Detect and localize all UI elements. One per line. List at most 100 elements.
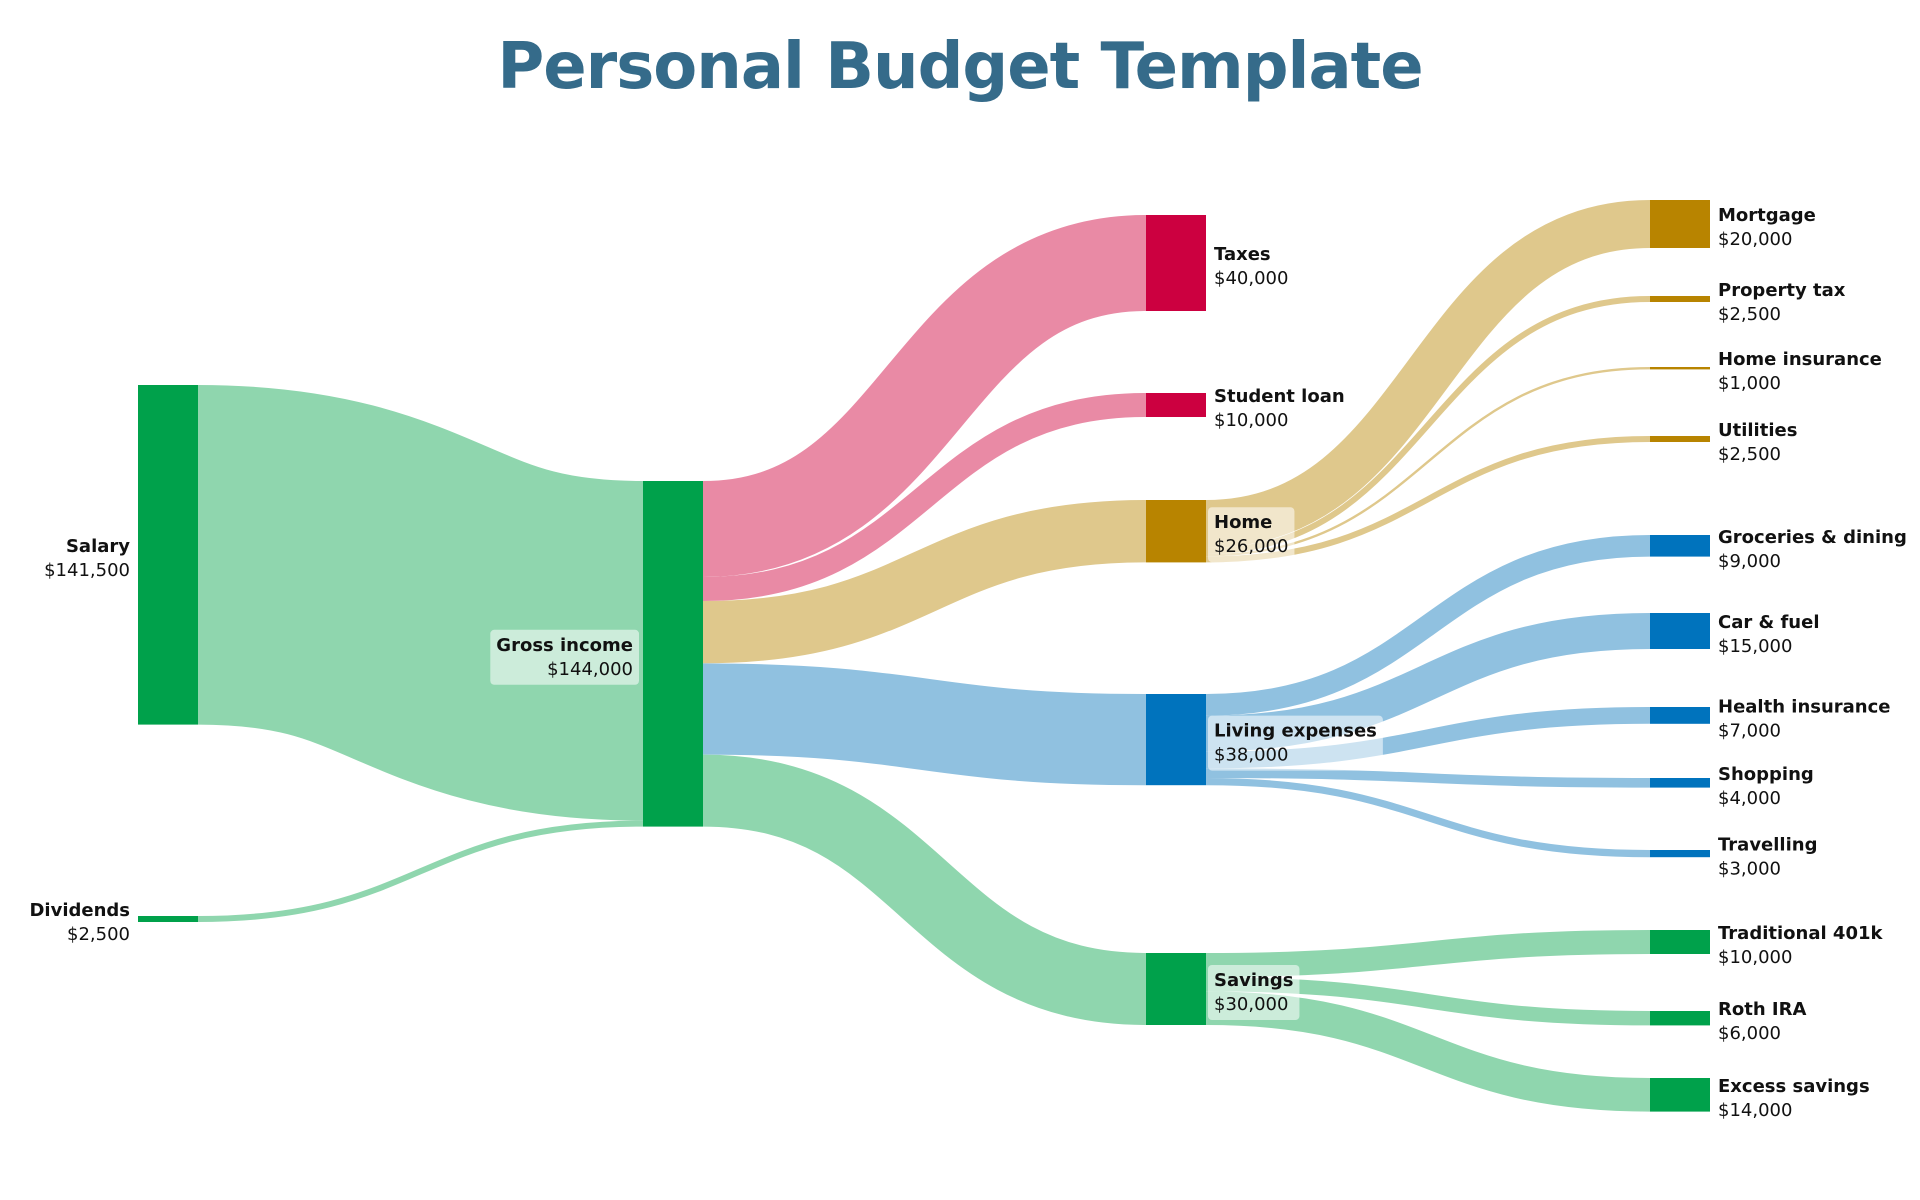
- node-label-trad401k: Traditional 401k $10,000: [1718, 923, 1883, 968]
- node-name-student: Student loan: [1214, 386, 1345, 407]
- node-name-utilities: Utilities: [1718, 420, 1797, 441]
- node-value-travelling: $3,000: [1718, 859, 1781, 880]
- node-value-home: $26,000: [1214, 536, 1288, 557]
- node-car: [1650, 613, 1710, 649]
- node-label-bg-gross: [490, 629, 639, 685]
- node-label-shopping: Shopping $4,000: [1718, 764, 1814, 809]
- node-rothira: [1650, 1011, 1710, 1026]
- node-label-student: Student loan $10,000: [1214, 386, 1345, 431]
- node-travelling: [1650, 850, 1710, 858]
- node-label-bg-living: [1208, 715, 1383, 771]
- node-name-dividends: Dividends: [29, 900, 130, 921]
- node-name-car: Car & fuel: [1718, 612, 1820, 633]
- link-dividends-to-gross: [197, 820, 644, 922]
- node-name-shopping: Shopping: [1718, 764, 1814, 785]
- link-living-to-travelling: [1205, 778, 1651, 858]
- node-name-travelling: Travelling: [1718, 835, 1817, 856]
- link-savings-to-trad401k: [1205, 930, 1651, 977]
- node-name-rothira: Roth IRA: [1718, 999, 1806, 1020]
- link-gross-to-taxes: [701, 215, 1148, 577]
- node-label-taxes: Taxes $40,000: [1214, 244, 1288, 289]
- link-gross-to-savings: [702, 754, 1147, 1025]
- chart-title: Personal Budget Template: [497, 30, 1423, 104]
- node-label-home: Home $26,000: [1208, 507, 1295, 563]
- node-value-excess: $14,000: [1718, 1100, 1792, 1121]
- node-label-excess: Excess savings $14,000: [1718, 1076, 1870, 1121]
- node-value-salary: $141,500: [44, 560, 130, 581]
- node-value-rothira: $6,000: [1718, 1023, 1781, 1044]
- node-label-dividends: Dividends $2,500: [29, 900, 130, 945]
- node-name-homeins: Home insurance: [1718, 349, 1882, 370]
- node-utilities: [1650, 436, 1710, 442]
- node-label-mortgage: Mortgage $20,000: [1718, 205, 1816, 250]
- node-homeins: [1650, 367, 1710, 370]
- node-proptax: [1650, 296, 1710, 302]
- node-value-taxes: $40,000: [1214, 268, 1288, 289]
- node-label-car: Car & fuel $15,000: [1718, 612, 1820, 657]
- node-value-shopping: $4,000: [1718, 788, 1781, 809]
- node-taxes: [1146, 215, 1206, 311]
- node-value-health: $7,000: [1718, 720, 1781, 741]
- node-name-mortgage: Mortgage: [1718, 205, 1816, 226]
- node-value-living: $38,000: [1214, 745, 1288, 766]
- node-groceries: [1650, 535, 1710, 557]
- node-value-utilities: $2,500: [1718, 444, 1781, 465]
- node-salary: [138, 385, 198, 725]
- node-name-gross: Gross income: [496, 635, 633, 656]
- node-name-health: Health insurance: [1718, 696, 1891, 717]
- node-name-home: Home: [1214, 512, 1272, 533]
- node-student: [1146, 393, 1206, 417]
- labels-layer: Salary $141,500 Dividends $2,500 Gross incom…: [29, 205, 1906, 1121]
- link-gross-to-student: [702, 393, 1147, 601]
- nodes-layer: [138, 200, 1710, 1112]
- node-health: [1650, 707, 1710, 724]
- node-name-living: Living expenses: [1214, 721, 1377, 742]
- node-label-health: Health insurance $7,000: [1718, 696, 1891, 741]
- node-value-student: $10,000: [1214, 410, 1288, 431]
- node-trad401k: [1650, 930, 1710, 954]
- node-shopping: [1650, 778, 1710, 788]
- node-value-gross: $144,000: [547, 659, 633, 680]
- node-label-gross: Gross income $144,000: [490, 629, 639, 685]
- node-excess: [1650, 1078, 1710, 1112]
- node-value-groceries: $9,000: [1718, 551, 1781, 572]
- node-label-homeins: Home insurance $1,000: [1718, 349, 1882, 394]
- link-gross-to-home: [702, 500, 1147, 664]
- node-value-trad401k: $10,000: [1718, 947, 1792, 968]
- node-label-proptax: Property tax $2,500: [1718, 280, 1846, 325]
- node-label-rothira: Roth IRA $6,000: [1718, 999, 1806, 1044]
- node-label-living: Living expenses $38,000: [1208, 715, 1383, 771]
- node-label-bg-savings: [1208, 965, 1300, 1020]
- node-gross: [643, 481, 703, 827]
- node-value-car: $15,000: [1718, 636, 1792, 657]
- node-label-travelling: Travelling $3,000: [1718, 835, 1817, 880]
- node-label-utilities: Utilities $2,500: [1718, 420, 1797, 465]
- node-name-excess: Excess savings: [1718, 1076, 1870, 1097]
- node-name-taxes: Taxes: [1214, 244, 1271, 265]
- node-value-mortgage: $20,000: [1718, 229, 1792, 250]
- node-name-trad401k: Traditional 401k: [1718, 923, 1883, 944]
- node-name-groceries: Groceries & dining: [1718, 527, 1907, 548]
- node-living: [1146, 694, 1206, 786]
- node-value-homeins: $1,000: [1718, 373, 1781, 394]
- node-value-proptax: $2,500: [1718, 304, 1781, 325]
- node-mortgage: [1650, 200, 1710, 248]
- node-name-savings: Savings: [1214, 970, 1293, 991]
- node-savings: [1146, 953, 1206, 1025]
- node-label-savings: Savings $30,000: [1208, 965, 1300, 1020]
- node-label-salary: Salary $141,500: [44, 536, 130, 581]
- node-value-dividends: $2,500: [67, 924, 130, 945]
- node-value-savings: $30,000: [1214, 994, 1288, 1015]
- links-layer: [195, 200, 1651, 1112]
- node-dividends: [138, 916, 198, 922]
- node-name-proptax: Property tax: [1718, 280, 1846, 301]
- node-name-salary: Salary: [66, 536, 130, 557]
- node-label-groceries: Groceries & dining $9,000: [1718, 527, 1907, 572]
- link-living-to-groceries: [1205, 535, 1651, 716]
- link-living-to-shopping: [1205, 768, 1651, 788]
- node-home: [1146, 500, 1206, 563]
- node-label-bg-home: [1208, 507, 1295, 563]
- link-gross-to-living: [702, 663, 1147, 786]
